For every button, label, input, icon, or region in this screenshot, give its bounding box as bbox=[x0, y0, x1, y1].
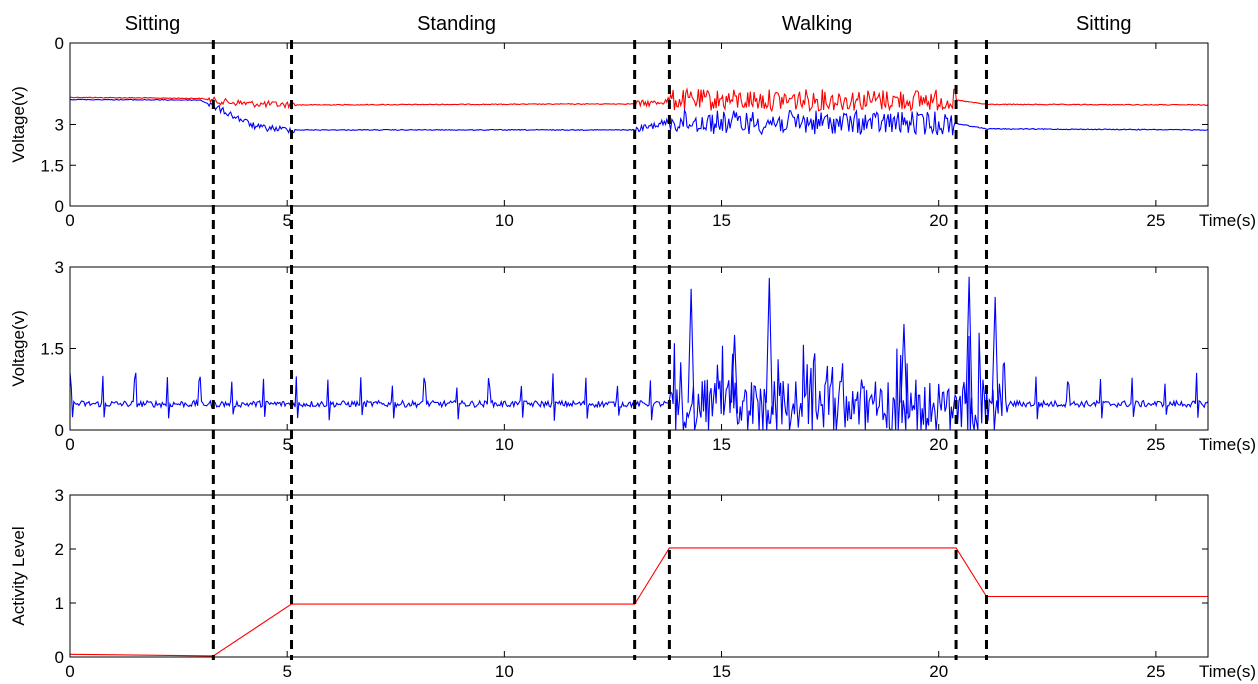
x-axis-label: Time(s) bbox=[1199, 435, 1256, 454]
x-tick-label: 5 bbox=[282, 435, 291, 454]
peak-spike-1 bbox=[687, 288, 695, 414]
x-tick-label: 0 bbox=[65, 211, 74, 230]
x-tick-label: 20 bbox=[929, 211, 948, 230]
activity-label-3: Walking bbox=[782, 13, 852, 35]
series-line-1 bbox=[70, 332, 1208, 430]
panel-1: 0 5 10 15 20 25 0 3 1.5 0 Time(s) Voltage(v) bbox=[9, 34, 1256, 230]
x-tick-label: 20 bbox=[929, 435, 948, 454]
activity-label-1: Sitting bbox=[125, 13, 181, 35]
y-tick-label: 0 bbox=[55, 648, 64, 667]
x-tick-label: 25 bbox=[1146, 211, 1165, 230]
y-tick-label: 3 bbox=[55, 486, 64, 505]
y-tick-label: 3 bbox=[55, 116, 64, 135]
series-line-1 bbox=[70, 547, 1208, 657]
y-tick-label: 0 bbox=[55, 197, 64, 216]
x-axis-label: Time(s) bbox=[1199, 211, 1256, 230]
y-axis-label: Activity Level bbox=[9, 526, 28, 625]
x-tick-label: 25 bbox=[1146, 435, 1165, 454]
x-tick-label: 20 bbox=[929, 662, 948, 681]
peak-spike-3 bbox=[965, 276, 973, 414]
x-tick-label: 10 bbox=[495, 211, 514, 230]
y-tick-label: 1 bbox=[55, 594, 64, 613]
panel-2: 0 5 10 15 20 25 0 1.5 3 Time(s) Voltage(v) bbox=[9, 258, 1256, 454]
activity-label-4: Sitting bbox=[1076, 13, 1132, 35]
peak-spike-4 bbox=[991, 296, 999, 414]
x-tick-label: 15 bbox=[712, 211, 731, 230]
x-tick-label: 15 bbox=[712, 662, 731, 681]
y-tick-label: 3 bbox=[55, 258, 64, 277]
activity-label-2: Standing bbox=[417, 13, 496, 35]
x-tick-label: 0 bbox=[65, 662, 74, 681]
x-tick-label: 10 bbox=[495, 662, 514, 681]
x-tick-label: 25 bbox=[1146, 662, 1165, 681]
peak-spike-6 bbox=[731, 334, 739, 414]
x-tick-label: 5 bbox=[282, 662, 291, 681]
y-tick-label: 0 bbox=[55, 421, 64, 440]
axes-box bbox=[69, 42, 1209, 207]
peak-spike-5 bbox=[900, 324, 908, 414]
panel-3: 0 5 10 15 20 25 0 1 2 3 Time(s) Activity Level bbox=[9, 486, 1256, 681]
y-tick-label: 0 bbox=[55, 34, 64, 53]
series-line-2 bbox=[70, 98, 1208, 136]
y-tick-label: 1.5 bbox=[40, 156, 64, 175]
x-tick-label: 0 bbox=[65, 435, 74, 454]
axes-box bbox=[69, 494, 1209, 658]
x-tick-label: 15 bbox=[712, 435, 731, 454]
y-tick-label: 2 bbox=[55, 540, 64, 559]
y-axis-label: Voltage(v) bbox=[9, 86, 28, 163]
x-tick-label: 10 bbox=[495, 435, 514, 454]
y-tick-label: 1.5 bbox=[40, 340, 64, 359]
x-axis-label: Time(s) bbox=[1199, 662, 1256, 681]
y-axis-label: Voltage(v) bbox=[9, 310, 28, 387]
x-tick-label: 5 bbox=[282, 211, 291, 230]
series-line-1 bbox=[70, 87, 1208, 113]
peak-spike-2 bbox=[765, 277, 773, 414]
